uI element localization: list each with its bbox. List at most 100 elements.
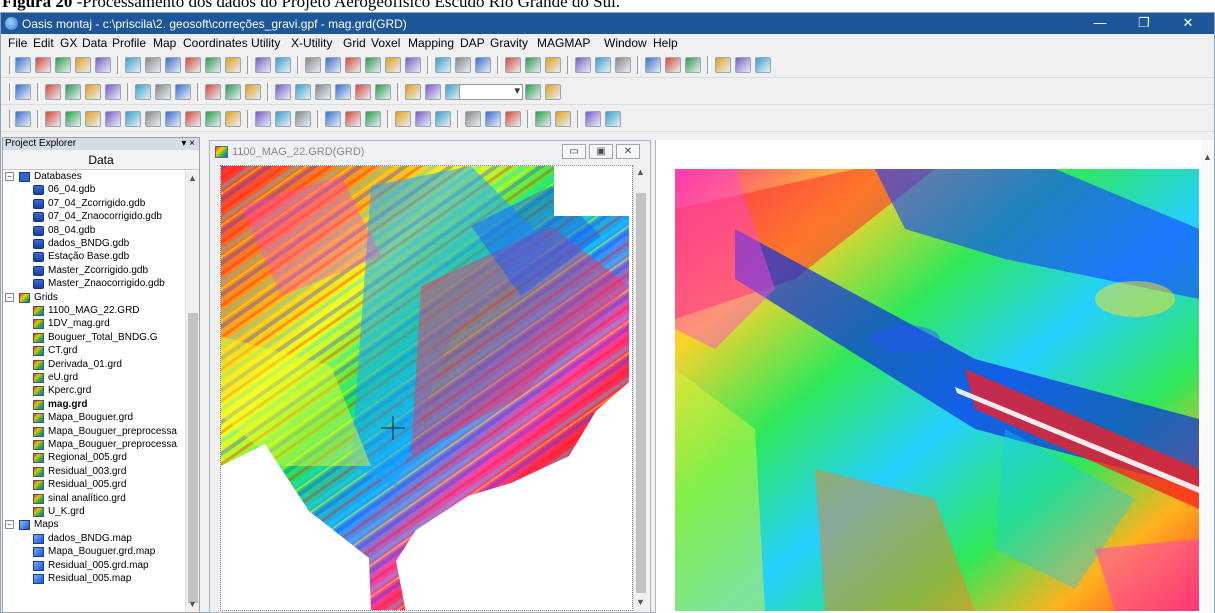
menu-voxel[interactable]: Voxel (371, 36, 401, 50)
list2-icon[interactable] (405, 57, 421, 73)
layer-icon[interactable] (135, 84, 151, 100)
scroll-down-icon[interactable]: ▼ (188, 599, 197, 609)
print2-icon[interactable] (225, 84, 241, 100)
layout2-icon[interactable] (525, 57, 541, 73)
pencil-icon[interactable] (205, 111, 221, 127)
list-icon[interactable] (385, 57, 401, 73)
menu-grid[interactable]: Grid (343, 36, 366, 50)
close-button[interactable]: ✕ (1182, 15, 1194, 30)
minimize-button[interactable]: — (1093, 15, 1107, 30)
db2-icon[interactable] (95, 57, 111, 73)
order-icon[interactable] (465, 111, 481, 127)
menu-dap[interactable]: DAP (460, 36, 485, 50)
cursor-icon[interactable] (85, 84, 101, 100)
zoom-prev-icon[interactable] (375, 84, 391, 100)
menu-gx[interactable]: GX (60, 36, 78, 50)
print3-icon[interactable] (245, 84, 261, 100)
arrow-icon[interactable] (15, 111, 31, 127)
axis-icon[interactable] (545, 84, 561, 100)
new-db-icon[interactable] (55, 57, 71, 73)
record-icon[interactable] (455, 57, 471, 73)
order2-icon[interactable] (485, 111, 501, 127)
chart-icon[interactable] (715, 57, 731, 73)
menu-map[interactable]: Map (153, 36, 177, 50)
undo-icon[interactable] (205, 57, 221, 73)
menu-profile[interactable]: Profile (112, 36, 147, 50)
distribute2-icon[interactable] (415, 111, 431, 127)
gx-icon[interactable] (255, 57, 271, 73)
zoom-fit-icon[interactable] (335, 84, 351, 100)
window3-icon[interactable] (685, 57, 701, 73)
menu-help[interactable]: Help (653, 36, 678, 50)
db-icon[interactable] (75, 57, 91, 73)
snap2-icon[interactable] (555, 111, 571, 127)
scroll-up-icon[interactable]: ▲ (188, 173, 197, 183)
rectangle-icon[interactable] (85, 111, 101, 127)
select2-icon[interactable] (65, 84, 81, 100)
order3-icon[interactable] (505, 111, 521, 127)
flag-icon[interactable] (225, 111, 241, 127)
menu-file[interactable]: File (8, 36, 28, 50)
menu-window[interactable]: Window (604, 36, 647, 50)
tab-data[interactable]: Data (3, 150, 199, 170)
gravity-map-image[interactable] (675, 169, 1199, 611)
magnetic-grid-image[interactable] (221, 166, 633, 611)
grid-window-minimize-button[interactable]: ▭ (562, 144, 586, 159)
menu-magmap[interactable]: MAGMAP (537, 36, 591, 50)
move2-icon[interactable] (605, 111, 621, 127)
text-icon[interactable] (165, 111, 181, 127)
menu-mapping[interactable]: Mapping (408, 36, 455, 50)
align-icon[interactable] (325, 111, 341, 127)
explorer-pin-close-controls[interactable]: ▾ × (181, 138, 195, 149)
pen2-icon[interactable] (325, 57, 341, 73)
menu-coordinates[interactable]: Coordinates (183, 36, 248, 50)
collapse-icon[interactable]: − (5, 172, 14, 181)
map-icon[interactable] (15, 84, 31, 100)
pen4-icon[interactable] (365, 57, 381, 73)
circle-icon[interactable] (125, 111, 141, 127)
hand-icon[interactable] (275, 84, 291, 100)
play-icon[interactable] (435, 57, 451, 73)
explorer-scrollbar[interactable]: ▲ ▼ (185, 171, 199, 612)
color-icon[interactable] (405, 84, 421, 100)
fill-icon[interactable] (425, 84, 441, 100)
panel-icon[interactable] (755, 57, 771, 73)
line-icon[interactable] (45, 111, 61, 127)
grid-scroll-up-icon[interactable]: ▲ (636, 167, 645, 177)
grid-view[interactable] (220, 165, 633, 611)
zoom-full-icon[interactable] (355, 84, 371, 100)
print-icon[interactable] (205, 84, 221, 100)
map-scrollbar[interactable]: ▲ (1201, 140, 1213, 613)
zoom-icon[interactable] (295, 84, 311, 100)
toolbar-grip[interactable] (9, 110, 12, 128)
profile3-icon[interactable] (615, 57, 631, 73)
move-icon[interactable] (585, 111, 601, 127)
open-project-icon[interactable] (35, 57, 51, 73)
star-icon[interactable] (105, 84, 121, 100)
group2-icon[interactable] (275, 111, 291, 127)
ellipse-icon[interactable] (145, 111, 161, 127)
menu-x-utility[interactable]: X-Utility (291, 36, 333, 50)
layout3-icon[interactable] (545, 57, 561, 73)
restore-button[interactable]: ❐ (1138, 15, 1150, 30)
menu-gravity[interactable]: Gravity (490, 36, 529, 50)
pen3-icon[interactable] (345, 57, 361, 73)
menu-data[interactable]: Data (82, 36, 108, 50)
stop-icon[interactable] (475, 57, 491, 73)
layout-icon[interactable] (505, 57, 521, 73)
menu-utility[interactable]: Utility (251, 36, 281, 50)
grid-icon[interactable] (165, 57, 181, 73)
polyline-icon[interactable] (65, 111, 81, 127)
align3-icon[interactable] (365, 111, 381, 127)
toolbar-grip[interactable] (9, 83, 12, 101)
doc-icon[interactable] (275, 57, 291, 73)
bars-icon[interactable] (175, 84, 191, 100)
grid-window-restore-button[interactable]: ▣ (589, 144, 613, 159)
zoom-box-icon[interactable] (315, 84, 331, 100)
new-project-icon[interactable] (15, 57, 31, 73)
frame-icon[interactable] (525, 84, 541, 100)
collapse-icon[interactable]: − (5, 292, 14, 302)
distribute-icon[interactable] (395, 111, 411, 127)
collapse-icon[interactable]: − (5, 520, 14, 530)
distribute3-icon[interactable] (435, 111, 451, 127)
